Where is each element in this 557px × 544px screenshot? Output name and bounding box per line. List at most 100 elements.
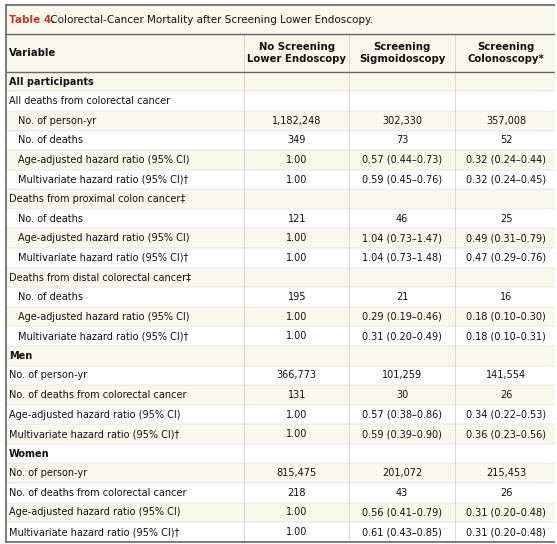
Text: 0.56 (0.41–0.79): 0.56 (0.41–0.79) [362,508,442,517]
Text: 0.29 (0.19–0.46): 0.29 (0.19–0.46) [362,312,442,322]
Text: Age-adjusted hazard ratio (95% CI): Age-adjusted hazard ratio (95% CI) [9,508,180,517]
Text: Multivariate hazard ratio (95% CI)†: Multivariate hazard ratio (95% CI)† [18,253,188,263]
Bar [6,228,557,248]
Bar [6,111,557,131]
Text: 0.31 (0.20–0.49): 0.31 (0.20–0.49) [362,331,442,341]
Text: 0.36 (0.23–0.56): 0.36 (0.23–0.56) [466,429,546,439]
Bar [6,34,557,72]
Text: No. of person-yr: No. of person-yr [9,370,87,380]
Text: 1.04 (0.73–1.47): 1.04 (0.73–1.47) [362,233,442,243]
Text: 195: 195 [287,292,306,302]
Text: 43: 43 [396,488,408,498]
Text: 302,330: 302,330 [382,116,422,126]
Text: 1.00: 1.00 [286,312,307,322]
Bar [6,5,557,34]
Bar [6,287,557,307]
Text: 73: 73 [396,135,408,145]
Text: Age-adjusted hazard ratio (95% CI): Age-adjusted hazard ratio (95% CI) [18,233,189,243]
Bar [6,385,557,405]
Text: 815,475: 815,475 [277,468,317,478]
Text: 46: 46 [396,214,408,224]
Text: 0.57 (0.44–0.73): 0.57 (0.44–0.73) [362,155,442,165]
Bar [6,463,557,483]
Text: Deaths from proximal colon cancer‡: Deaths from proximal colon cancer‡ [9,194,185,204]
Bar [6,268,557,287]
Text: 26: 26 [500,488,512,498]
Text: 16: 16 [500,292,512,302]
Text: 349: 349 [287,135,306,145]
Text: 141,554: 141,554 [486,370,526,380]
Text: No. of deaths: No. of deaths [18,135,83,145]
Text: No. of person-yr: No. of person-yr [9,468,87,478]
Text: Multivariate hazard ratio (95% CI)†: Multivariate hazard ratio (95% CI)† [18,331,188,341]
Text: 1.00: 1.00 [286,233,307,243]
Text: No. of deaths from colorectal cancer: No. of deaths from colorectal cancer [9,390,187,400]
Bar [6,248,557,268]
Text: 1.00: 1.00 [286,253,307,263]
Text: Age-adjusted hazard ratio (95% CI): Age-adjusted hazard ratio (95% CI) [18,312,189,322]
Text: Multivariate hazard ratio (95% CI)†: Multivariate hazard ratio (95% CI)† [18,175,188,184]
Bar [6,91,557,111]
Text: 0.31 (0.20–0.48): 0.31 (0.20–0.48) [466,527,546,537]
Text: 131: 131 [287,390,306,400]
Text: 0.34 (0.22–0.53): 0.34 (0.22–0.53) [466,410,546,419]
Text: 0.31 (0.20–0.48): 0.31 (0.20–0.48) [466,508,546,517]
Text: Age-adjusted hazard ratio (95% CI): Age-adjusted hazard ratio (95% CI) [9,410,180,419]
Text: Women: Women [9,449,50,459]
Text: 1.04 (0.73–1.48): 1.04 (0.73–1.48) [362,253,442,263]
Bar [6,307,557,326]
Text: 0.47 (0.29–0.76): 0.47 (0.29–0.76) [466,253,546,263]
Text: No. of person-yr: No. of person-yr [18,116,96,126]
Text: All deaths from colorectal cancer: All deaths from colorectal cancer [9,96,170,106]
Text: 218: 218 [287,488,306,498]
Bar [6,326,557,346]
Text: Screening
Sigmoidoscopy: Screening Sigmoidoscopy [359,42,446,64]
Text: 0.61 (0.43–0.85): 0.61 (0.43–0.85) [362,527,442,537]
Text: All participants: All participants [9,77,94,86]
Text: 1.00: 1.00 [286,527,307,537]
Text: Table 4.: Table 4. [9,15,55,24]
Text: 0.59 (0.39–0.90): 0.59 (0.39–0.90) [362,429,442,439]
Text: 0.49 (0.31–0.79): 0.49 (0.31–0.79) [466,233,546,243]
Text: 26: 26 [500,390,512,400]
Text: 0.32 (0.24–0.45): 0.32 (0.24–0.45) [466,175,546,184]
Text: 201,072: 201,072 [382,468,422,478]
Bar [6,444,557,463]
Text: 21: 21 [396,292,408,302]
Bar [6,189,557,209]
Text: 25: 25 [500,214,512,224]
Text: No Screening
Lower Endoscopy: No Screening Lower Endoscopy [247,42,346,64]
Text: 101,259: 101,259 [382,370,422,380]
Bar [6,503,557,522]
Text: No. of deaths from colorectal cancer: No. of deaths from colorectal cancer [9,488,187,498]
Text: 357,008: 357,008 [486,116,526,126]
Bar [6,522,557,542]
Text: 1.00: 1.00 [286,175,307,184]
Text: 215,453: 215,453 [486,468,526,478]
Bar [6,424,557,444]
Text: 52: 52 [500,135,512,145]
Bar [6,170,557,189]
Text: Multivariate hazard ratio (95% CI)†: Multivariate hazard ratio (95% CI)† [9,527,179,537]
Text: No. of deaths: No. of deaths [18,292,83,302]
Bar [6,72,557,91]
Text: 1.00: 1.00 [286,410,307,419]
Text: 121: 121 [287,214,306,224]
Text: 1.00: 1.00 [286,429,307,439]
Text: 1.00: 1.00 [286,155,307,165]
Text: 1.00: 1.00 [286,508,307,517]
Text: Colorectal-Cancer Mortality after Screening Lower Endoscopy.: Colorectal-Cancer Mortality after Screen… [47,15,373,24]
Bar [6,131,557,150]
Bar [6,366,557,385]
Bar [6,346,557,366]
Text: 0.59 (0.45–0.76): 0.59 (0.45–0.76) [362,175,442,184]
Text: Multivariate hazard ratio (95% CI)†: Multivariate hazard ratio (95% CI)† [9,429,179,439]
Bar [6,209,557,228]
Text: Men: Men [9,351,32,361]
Text: Deaths from distal colorectal cancer‡: Deaths from distal colorectal cancer‡ [9,273,191,282]
Text: 0.18 (0.10–0.31): 0.18 (0.10–0.31) [466,331,546,341]
Text: 1,182,248: 1,182,248 [272,116,321,126]
Bar [6,150,557,170]
Text: 0.32 (0.24–0.44): 0.32 (0.24–0.44) [466,155,546,165]
Text: 1.00: 1.00 [286,331,307,341]
